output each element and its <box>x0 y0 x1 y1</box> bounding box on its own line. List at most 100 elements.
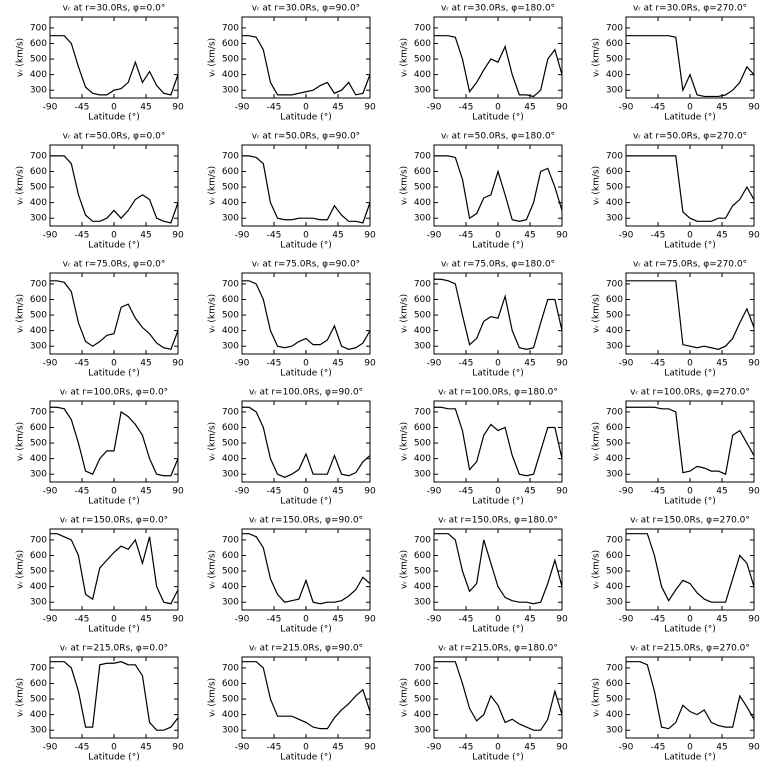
x-tick-label: -90 <box>619 359 634 369</box>
y-tick-label: 700 <box>414 535 431 545</box>
plot-frame <box>625 528 755 611</box>
x-tick-label: -45 <box>459 359 474 369</box>
y-axis-label: vᵣ (km/s) <box>16 550 26 589</box>
y-tick-label: 700 <box>606 23 623 33</box>
x-tick-label: -90 <box>427 103 442 113</box>
x-tick-label: -45 <box>75 743 90 753</box>
x-tick-label: -90 <box>43 487 58 497</box>
y-tick-label: 400 <box>222 198 239 208</box>
x-tick-label: -90 <box>235 487 250 497</box>
y-tick-label: 600 <box>30 551 47 561</box>
y-axis-label: vᵣ (km/s) <box>16 166 26 205</box>
x-tick-label: 90 <box>172 615 184 625</box>
x-axis-label: Latitude (°) <box>280 625 331 635</box>
x-tick-label: 0 <box>303 615 309 625</box>
y-tick-label: 500 <box>222 695 239 705</box>
x-tick-label: 90 <box>556 615 568 625</box>
y-axis-label: vᵣ (km/s) <box>16 38 26 77</box>
y-tick-label: 400 <box>222 582 239 592</box>
y-tick-label: 600 <box>222 423 239 433</box>
y-tick-label: 400 <box>414 198 431 208</box>
chart-title: vᵣ at r=100.0Rs, φ=90.0° <box>249 388 363 398</box>
data-line <box>626 406 755 476</box>
x-tick-label: -45 <box>267 103 282 113</box>
chart-title: vᵣ at r=100.0Rs, φ=180.0° <box>438 388 558 398</box>
x-axis-label: Latitude (°) <box>472 241 523 251</box>
x-tick-label: 0 <box>111 231 117 241</box>
x-tick-label: 0 <box>111 359 117 369</box>
x-tick-label: 0 <box>687 487 693 497</box>
plot-frame <box>49 16 179 99</box>
y-tick-label: 700 <box>414 23 431 33</box>
plot-frame <box>241 400 371 483</box>
chart-title: vᵣ at r=50.0Rs, φ=0.0° <box>63 132 166 142</box>
y-tick-label: 300 <box>414 726 431 736</box>
y-tick-label: 300 <box>606 726 623 736</box>
chart-title: vᵣ at r=75.0Rs, φ=0.0° <box>63 260 166 270</box>
x-axis-label: Latitude (°) <box>472 113 523 123</box>
data-line <box>626 35 755 98</box>
x-tick-label: 0 <box>495 103 501 113</box>
data-line <box>434 155 563 222</box>
y-tick-label: 500 <box>414 55 431 65</box>
y-tick-label: 700 <box>606 535 623 545</box>
x-axis-label: Latitude (°) <box>664 241 715 251</box>
x-tick-label: 0 <box>111 615 117 625</box>
y-tick-label: 700 <box>606 663 623 673</box>
y-axis-label: vᵣ (km/s) <box>208 166 218 205</box>
data-line <box>626 661 755 730</box>
data-line <box>626 280 755 350</box>
data-line <box>242 35 371 96</box>
x-tick-label: 0 <box>111 487 117 497</box>
y-tick-label: 600 <box>30 295 47 305</box>
y-axis-label: vᵣ (km/s) <box>208 550 218 589</box>
y-tick-label: 400 <box>606 198 623 208</box>
y-tick-label: 600 <box>222 167 239 177</box>
x-axis-label: Latitude (°) <box>280 497 331 507</box>
plot-frame <box>433 16 563 99</box>
y-axis-label: vᵣ (km/s) <box>592 38 602 77</box>
x-tick-label: 90 <box>748 615 760 625</box>
y-tick-label: 400 <box>222 454 239 464</box>
y-axis-label: vᵣ (km/s) <box>208 38 218 77</box>
x-tick-label: 0 <box>495 231 501 241</box>
chart-title: vᵣ at r=215.0Rs, φ=180.0° <box>438 644 558 654</box>
x-tick-label: 90 <box>556 487 568 497</box>
x-tick-label: 0 <box>687 231 693 241</box>
y-tick-label: 700 <box>222 279 239 289</box>
y-tick-label: 700 <box>30 23 47 33</box>
chart-title: vᵣ at r=30.0Rs, φ=180.0° <box>441 4 555 14</box>
x-tick-label: 45 <box>140 103 151 113</box>
data-line <box>626 155 755 222</box>
x-axis-label: Latitude (°) <box>664 113 715 123</box>
y-tick-label: 300 <box>606 86 623 96</box>
y-tick-label: 500 <box>414 439 431 449</box>
x-tick-label: -90 <box>235 359 250 369</box>
y-tick-label: 500 <box>606 695 623 705</box>
y-tick-label: 300 <box>606 214 623 224</box>
x-tick-label: -90 <box>235 615 250 625</box>
y-tick-label: 300 <box>30 342 47 352</box>
y-tick-label: 700 <box>222 23 239 33</box>
y-tick-label: 300 <box>606 598 623 608</box>
x-tick-label: 90 <box>748 487 760 497</box>
y-tick-label: 300 <box>606 470 623 480</box>
x-tick-label: 45 <box>716 103 727 113</box>
x-tick-label: -45 <box>75 103 90 113</box>
chart-title: vᵣ at r=30.0Rs, φ=90.0° <box>252 4 360 14</box>
x-axis-label: Latitude (°) <box>472 369 523 379</box>
y-tick-label: 400 <box>414 710 431 720</box>
x-tick-label: 45 <box>524 615 535 625</box>
x-tick-label: 0 <box>495 359 501 369</box>
x-tick-label: -90 <box>43 743 58 753</box>
plot-frame <box>433 400 563 483</box>
y-tick-label: 300 <box>30 86 47 96</box>
y-axis-label: vᵣ (km/s) <box>400 38 410 77</box>
y-tick-label: 500 <box>606 311 623 321</box>
data-line <box>50 406 179 477</box>
y-tick-label: 700 <box>30 279 47 289</box>
y-tick-label: 700 <box>606 407 623 417</box>
chart-title: vᵣ at r=150.0Rs, φ=270.0° <box>630 516 750 526</box>
chart-title: vᵣ at r=100.0Rs, φ=270.0° <box>630 388 750 398</box>
x-axis-label: Latitude (°) <box>88 753 139 763</box>
